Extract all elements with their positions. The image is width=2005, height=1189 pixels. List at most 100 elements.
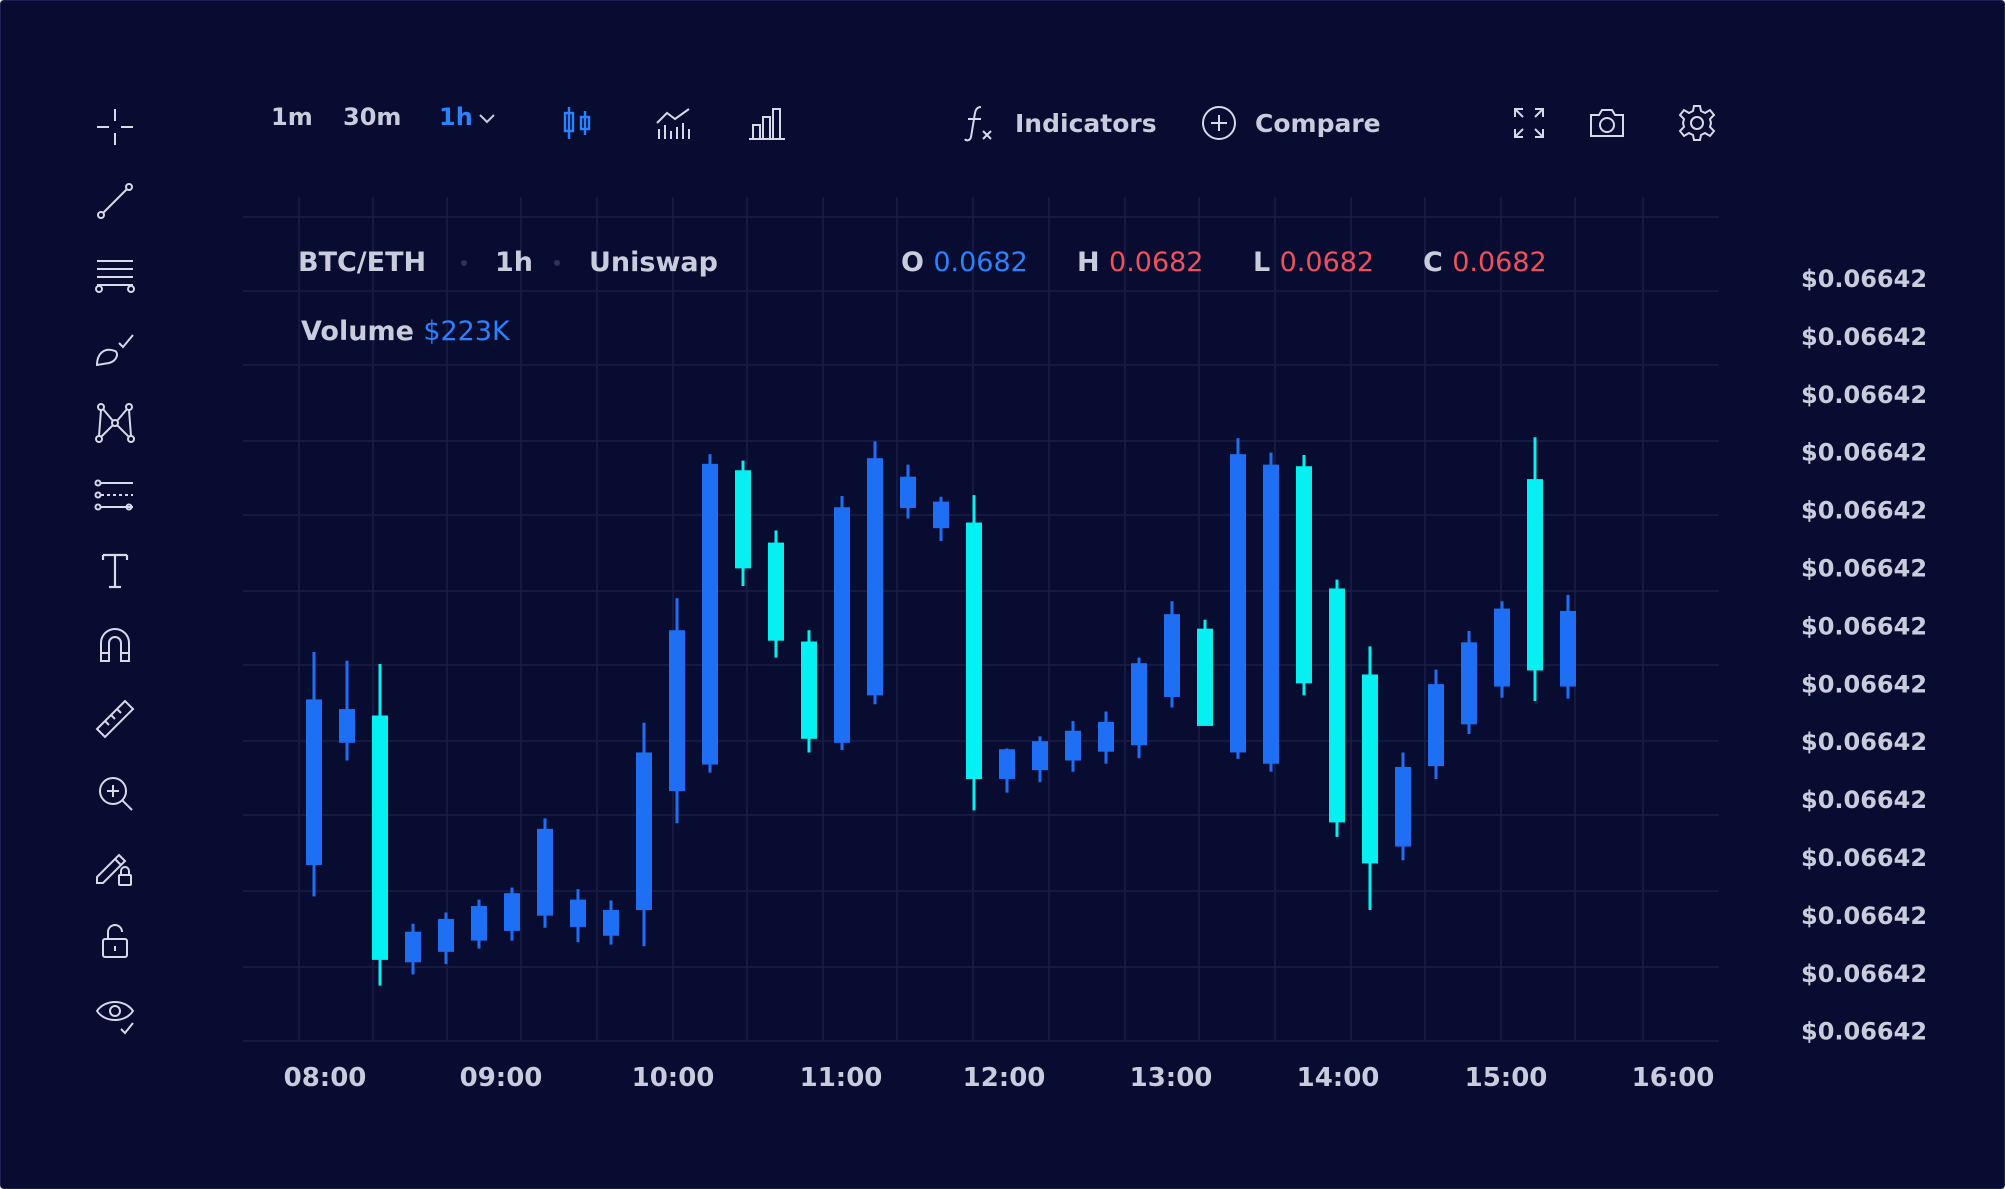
candle-body [834,507,850,743]
compare-button[interactable]: Compare [1199,99,1381,147]
fullscreen-icon[interactable] [1509,99,1549,147]
lock-drawing-icon[interactable] [87,839,143,895]
x-tick-label: 12:00 [963,1063,1046,1093]
candle[interactable] [1230,438,1246,759]
candle[interactable] [1296,454,1312,696]
eye-icon[interactable] [87,987,143,1043]
candle[interactable] [900,464,916,519]
candle[interactable] [768,530,784,658]
timeframe-1h[interactable]: 1h [439,103,473,131]
candle[interactable] [1197,619,1213,726]
crosshair-icon[interactable] [87,99,143,155]
candle-body [1494,608,1510,687]
candle[interactable] [669,598,685,824]
timeframe-1m[interactable]: 1m [271,103,313,131]
candle[interactable] [471,899,487,949]
candle-body [1032,741,1048,771]
candle-body [1197,628,1213,726]
y-tick-label: $0.06642 [1801,902,1927,930]
candle[interactable] [1395,752,1411,861]
settings-icon[interactable] [1677,99,1717,147]
candle[interactable] [1527,437,1543,702]
candle[interactable] [702,454,718,773]
magnet-icon[interactable] [87,617,143,673]
candle[interactable] [1164,601,1180,708]
legend-volume: Volume $223K [301,316,510,347]
legend-volume-value: $223K [423,316,510,347]
y-axis-labels: $0.06642 $0.06642 $0.06642 $0.06642 $0.06642… [1801,265,1927,1046]
candlestick-icon[interactable] [557,99,597,147]
candle[interactable] [537,818,553,928]
candle[interactable] [735,460,751,587]
candle-body [1263,464,1279,764]
candle-body [1560,610,1576,687]
trendline-icon[interactable] [87,173,143,229]
indicators-button[interactable]: Indicators [959,99,1157,147]
top-toolbar: 1m 30m 1h Indicators Compare [1,1,1801,241]
text-icon[interactable] [87,543,143,599]
candle[interactable] [933,496,949,542]
ruler-icon[interactable] [87,691,143,747]
pattern-icon[interactable] [87,395,143,451]
candle[interactable] [1065,721,1081,772]
candle[interactable] [339,660,355,761]
candle[interactable] [372,664,388,986]
candle[interactable] [636,722,652,947]
candle[interactable] [1461,631,1477,734]
candle[interactable] [1329,579,1345,837]
candle[interactable] [1032,736,1048,783]
y-tick-label: $0.06642 [1801,323,1927,351]
candle[interactable] [1428,669,1444,779]
legend-pair: BTC/ETH [298,247,427,278]
candle[interactable] [801,630,817,753]
candle-body [702,463,718,765]
candle[interactable] [405,923,421,975]
legend-open: O 0.0682 [901,247,1028,278]
fib-lines-icon[interactable] [87,247,143,303]
candle[interactable] [867,441,883,705]
y-tick-label: $0.06642 [1801,265,1927,293]
legend-low-label: L [1253,247,1271,278]
x-tick-label: 10:00 [632,1063,715,1093]
candle[interactable] [999,748,1015,793]
legend-separator-dot [461,260,467,266]
legend-open-value: 0.0682 [933,247,1028,278]
candle[interactable] [570,889,586,943]
candle[interactable] [966,495,982,811]
legend-low-value: 0.0682 [1279,247,1375,278]
candle-body [471,906,487,941]
legend-separator-dot [554,260,560,266]
candle[interactable] [306,651,322,897]
y-tick-label: $0.06642 [1801,786,1927,814]
candle-body [933,501,949,529]
candle[interactable] [1263,452,1279,772]
unlock-icon[interactable] [87,913,143,969]
y-tick-label: $0.06642 [1801,497,1927,525]
candle-body [1461,642,1477,725]
candle-body [1329,588,1345,823]
zoom-in-icon[interactable] [87,765,143,821]
bar-chart-icon[interactable] [747,99,787,147]
chevron-down-icon[interactable] [477,111,497,127]
candle[interactable] [438,912,454,964]
candle[interactable] [1494,601,1510,698]
candle-body [1296,466,1312,684]
camera-icon[interactable] [1587,99,1627,147]
candle[interactable] [1362,646,1378,911]
brush-icon[interactable] [87,321,143,377]
candle[interactable] [504,887,520,941]
timeframe-30m[interactable]: 30m [343,103,402,131]
candle[interactable] [603,900,619,945]
forecast-icon[interactable] [87,469,143,525]
candle-body [735,470,751,569]
candle[interactable] [1560,594,1576,699]
candle[interactable] [834,495,850,751]
candle[interactable] [1098,711,1114,764]
x-tick-label: 08:00 [284,1063,367,1093]
line-chart-icon[interactable] [653,99,693,147]
candle[interactable] [1131,657,1147,759]
candle-body [1131,663,1147,746]
y-tick-label: $0.06642 [1801,381,1927,409]
